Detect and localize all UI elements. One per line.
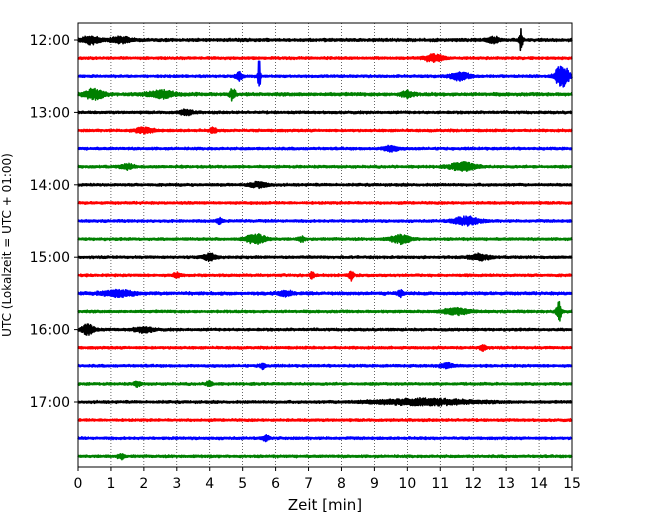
trace-1730 [77, 433, 573, 443]
x-tick-label: 2 [139, 476, 148, 492]
y-tick-label: 16:00 [30, 323, 70, 339]
trace-1430 [77, 215, 573, 227]
y-axis: 12:00 13:00 14:00 15:00 16:00 17:00 [30, 33, 78, 411]
trace-1530 [77, 288, 573, 299]
trace-1330 [77, 144, 573, 153]
x-tick-label: 6 [271, 476, 280, 492]
trace-1745 [77, 453, 573, 461]
trace-1415 [77, 200, 573, 206]
trace-1545 [77, 300, 573, 322]
y-tick-label: 12:00 [30, 33, 70, 49]
trace-1630 [77, 361, 573, 371]
x-axis: 0 1 2 3 4 5 6 7 8 9 10 11 12 13 14 15 [74, 467, 581, 492]
y-tick-label: 13:00 [30, 105, 70, 121]
y-axis-label: UTC (Lokalzeit = UTC + 01:00) [0, 153, 14, 337]
x-tick-label: 8 [337, 476, 346, 492]
x-tick-label: 1 [106, 476, 115, 492]
trace-1300 [77, 108, 573, 117]
y-tick-label: 14:00 [30, 178, 70, 194]
trace-1715 [77, 417, 573, 423]
x-axis-label: Zeit [min] [288, 496, 362, 514]
x-tick-label: 0 [74, 476, 83, 492]
x-tick-label: 14 [530, 476, 548, 492]
x-tick-label: 9 [370, 476, 379, 492]
x-tick-label: 5 [238, 476, 247, 492]
trace-1200 [77, 28, 573, 52]
x-tick-label: 12 [464, 476, 482, 492]
trace-1445 [77, 233, 573, 246]
x-tick-label: 7 [304, 476, 313, 492]
x-tick-label: 3 [172, 476, 181, 492]
seismogram-traces [77, 28, 573, 461]
trace-1700 [77, 396, 573, 407]
y-tick-label: 17:00 [30, 395, 70, 411]
trace-1600 [77, 323, 573, 336]
trace-1500 [77, 252, 573, 263]
y-tick-label: 15:00 [30, 250, 70, 266]
plot-frame [77, 22, 573, 468]
trace-1245 [77, 87, 573, 102]
x-tick-label: 11 [431, 476, 449, 492]
trace-1615 [77, 344, 573, 353]
trace-1230 [77, 60, 573, 88]
trace-1215 [77, 53, 573, 64]
x-tick-label: 15 [563, 476, 581, 492]
trace-1515 [77, 270, 573, 282]
trace-1345 [77, 161, 573, 172]
x-tick-label: 10 [398, 476, 416, 492]
trace-1400 [77, 180, 573, 190]
x-tick-label: 4 [205, 476, 214, 492]
x-tick-label: 13 [497, 476, 515, 492]
trace-1645 [77, 379, 573, 388]
trace-1315 [77, 126, 573, 135]
